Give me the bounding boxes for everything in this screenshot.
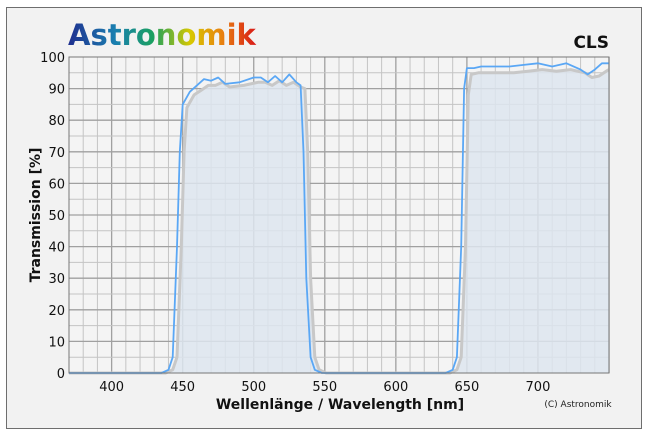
- y-tick-label: 0: [57, 367, 65, 382]
- chart-title: CLS: [573, 33, 609, 53]
- y-tick-label: 70: [48, 146, 65, 161]
- y-tick-label: 40: [48, 241, 65, 256]
- x-tick-label: 700: [526, 380, 551, 395]
- y-axis-label: Transmission [%]: [28, 148, 44, 283]
- y-tick-label: 10: [48, 335, 65, 350]
- transmission-fill: [69, 69, 609, 373]
- copyright-text: (C) Astronomik: [544, 400, 612, 410]
- y-tick-label: 90: [48, 83, 65, 98]
- shadow-curve: [69, 68, 610, 375]
- x-axis-label: Wellenlänge / Wavelength [nm]: [216, 397, 464, 413]
- x-tick-label: 550: [312, 380, 337, 395]
- y-tick-label: 30: [48, 272, 65, 287]
- x-tick-label: 400: [99, 380, 124, 395]
- astronomik-logo: Astronomik: [68, 18, 257, 52]
- x-tick-label: 650: [454, 380, 479, 395]
- y-tick-label: 50: [48, 209, 65, 224]
- x-tick-label: 500: [241, 380, 266, 395]
- plot-border: [68, 56, 610, 374]
- y-tick-label: 100: [40, 51, 65, 66]
- y-tick-label: 80: [48, 114, 65, 129]
- x-tick-label: 600: [383, 380, 408, 395]
- y-tick-label: 20: [48, 304, 65, 319]
- transmission-curve: [69, 62, 609, 374]
- x-tick-label: 450: [170, 380, 195, 395]
- y-tick-label: 60: [48, 177, 65, 192]
